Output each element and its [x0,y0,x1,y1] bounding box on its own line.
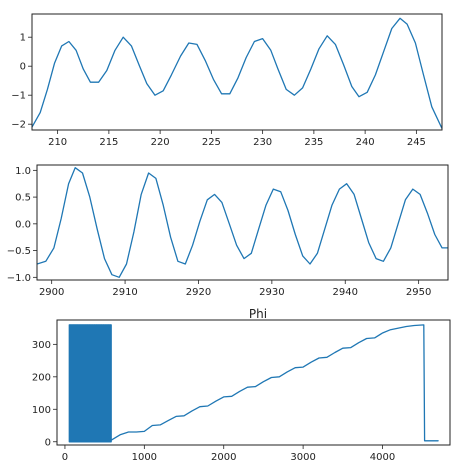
x-tick-label: 210 [48,137,67,148]
x-tick-label: 220 [151,137,170,148]
axes-frame-0 [31,13,443,131]
y-tick-label: −1.0 [7,273,31,284]
x-tick-label: 3000 [290,452,315,463]
y-tick-label: 0 [45,437,51,448]
x-tick-label: 245 [407,137,426,148]
y-tick-label: 1 [20,33,26,44]
y-tick-label: −2 [11,120,26,131]
y-tick-label: −0.5 [7,246,31,257]
plot-area-1 [37,167,448,278]
y-tick-label: 300 [32,340,51,351]
top-oscillation-panel: 210 215 220 225 230 235 240 245 −2 −1 0 1 [11,13,443,148]
middle-oscillation-panel: 2900 2910 2920 2930 2940 2950 −1.0 −0.5 0.0 0.5 1.… [7,164,449,298]
x-tick-label: 225 [202,137,221,148]
y-tick-label: 0.0 [15,219,31,230]
x-tick-label: 235 [304,137,323,148]
x-tick-label: 2930 [259,287,284,298]
x-tick-label: 2950 [406,287,431,298]
x-tick-label: 2900 [39,287,64,298]
x-tick-label: 240 [356,137,375,148]
x-tick-label: 0 [62,452,68,463]
x-tick-label: 2910 [112,287,137,298]
series-line-0-0 [32,17,442,130]
x-tick-label: 230 [253,137,272,148]
x-tick-label: 2920 [186,287,211,298]
y-tick-label: 100 [32,405,51,416]
x-tick-label: 1000 [132,452,157,463]
phi-chart-title: Phi [249,307,267,321]
y-tick-label: 1.0 [15,166,31,177]
y-tick-label: 0 [20,62,26,73]
x-tick-label: 215 [99,137,118,148]
y-tick-label: −1 [11,91,26,102]
phi-noisy-fill [69,324,112,442]
axes-frame-2 [56,319,451,446]
axes-frame-1 [36,164,449,281]
phi-panel: Phi 0 1000 2000 3000 4000 0 100 200 300 [32,307,451,463]
y-tick-label: 0.5 [15,193,31,204]
x-tick-label: 2000 [211,452,236,463]
plot-area-2 [68,324,439,443]
x-tick-label: 2940 [333,287,358,298]
x-tick-label: 4000 [370,452,395,463]
plot-area-0 [32,17,442,130]
y-tick-label: 200 [32,372,51,383]
